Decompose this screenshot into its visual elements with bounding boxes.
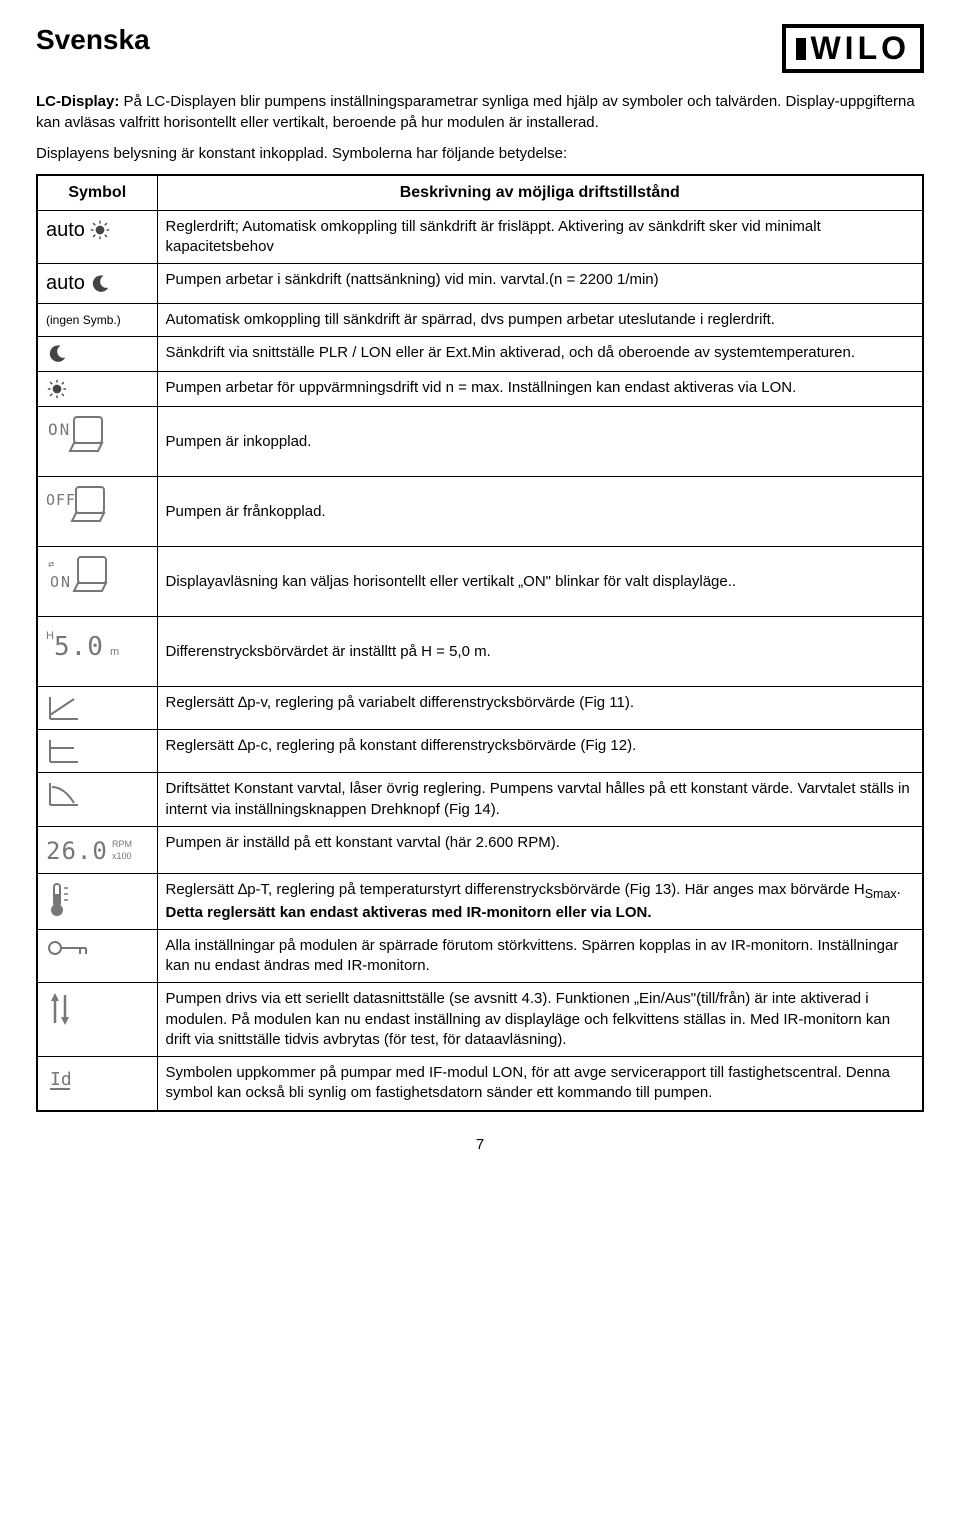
curve-dpv-icon [46,699,82,716]
symbol-cell: H5.0 m [37,617,157,687]
svg-text:RPM: RPM [112,839,132,849]
page-header: Svenska WILO [36,24,924,73]
logo-text: WILO [810,30,910,67]
symbol-table: Symbol Beskrivning av möjliga driftstill… [36,174,924,1112]
svg-text:⇄: ⇄ [48,559,54,570]
sun-icon [46,380,68,397]
description-cell: Pumpen är frånkopplad. [157,477,923,547]
description-cell: Driftsättet Konstant varvtal, låser övri… [157,773,923,827]
svg-text:Id: Id [50,1069,72,1090]
symbol-cell: ON [37,407,157,477]
table-row: OFF Pumpen är frånkopplad. [37,477,923,547]
curve-dpc-icon [46,742,82,759]
thermo-icon [46,891,74,908]
lcd-off-icon: OFF [46,496,108,513]
symbol-cell: OFF [37,477,157,547]
intro-text-1: På LC-Displayen blir pumpens inställning… [36,93,915,131]
symbol-cell: Id [37,1057,157,1111]
table-row: Reglersätt ∆p-v, reglering på variabelt … [37,687,923,730]
table-row: (ingen Symb.) Automatisk omkoppling till… [37,304,923,337]
description-cell: Sänkdrift via snittställe PLR / LON elle… [157,337,923,372]
lcd-rpm-icon: 26.0RPMx100 [46,841,136,858]
table-row: Alla inställningar på modulen är spärrad… [37,929,923,983]
symbol-text: auto [46,270,85,297]
symbol-cell [37,730,157,773]
table-row: Sänkdrift via snittställe PLR / LON elle… [37,337,923,372]
symbol-text: (ingen Symb.) [46,312,121,328]
lcd-rotate-icon: ⇄ON [46,569,110,586]
table-header-row: Symbol Beskrivning av möjliga driftstill… [37,175,923,210]
table-row: auto Reglerdrift; Automatisk omkoppling … [37,210,923,264]
symbol-text: auto [46,217,85,244]
svg-text:m: m [110,646,119,658]
description-cell: Pumpen arbetar i sänkdrift (nattsänkning… [157,264,923,304]
table-row: ⇄ ON Displayavläsning kan väljas horisonte… [37,547,923,617]
svg-text:x100: x100 [112,851,132,861]
symbol-cell [37,372,157,407]
symbol-cell: auto [37,264,157,304]
sun-icon [89,221,111,238]
svg-text:ON: ON [48,420,71,439]
description-cell: Reglersätt ∆p-v, reglering på variabelt … [157,687,923,730]
description-cell: Reglerdrift; Automatisk omkoppling till … [157,210,923,264]
symbol-cell [37,873,157,929]
symbol-cell: 26.0 RPM x100 [37,826,157,873]
description-cell: Symbolen uppkommer på pumpar med IF-modu… [157,1057,923,1111]
description-cell: Alla inställningar på modulen är spärrad… [157,929,923,983]
table-row: Pumpen drivs via ett seriellt datasnitts… [37,983,923,1057]
description-cell: Displayavläsning kan väljas horisontellt… [157,547,923,617]
table-row: 26.0 RPM x100 Pumpen är inställd på ett kon… [37,826,923,873]
table-row: Driftsättet Konstant varvtal, låser övri… [37,773,923,827]
brand-logo: WILO [782,24,924,73]
svg-text:5.0: 5.0 [54,632,104,662]
svg-text:26.0: 26.0 [46,837,108,865]
description-cell: Reglersätt ∆p-c, reglering på konstant d… [157,730,923,773]
intro-label: LC-Display: [36,93,119,110]
arrows-icon [46,1000,74,1017]
language-title: Svenska [36,24,150,56]
key-icon [46,939,90,956]
svg-text:H: H [46,630,54,642]
table-row: Id Symbolen uppkommer på pumpar med IF-mo… [37,1057,923,1111]
lcd-h50-icon: H5.0m [46,636,126,653]
symbol-cell [37,337,157,372]
description-cell: Reglersätt ∆p-T, reglering på temperatur… [157,873,923,929]
table-row: Pumpen arbetar för uppvärmningsdrift vid… [37,372,923,407]
svg-text:ON: ON [50,573,72,591]
description-cell: Differenstrycksbörvärdet är inställtt på… [157,617,923,687]
table-row: Reglersätt ∆p-c, reglering på konstant d… [37,730,923,773]
table-row: ON Pumpen är inkopplad. [37,407,923,477]
moon-icon [46,345,68,362]
symbol-cell [37,983,157,1057]
description-cell: Pumpen är inställd på ett konstant varvt… [157,826,923,873]
description-cell: Pumpen arbetar för uppvärmningsdrift vid… [157,372,923,407]
page-number: 7 [36,1136,924,1153]
symbol-cell: (ingen Symb.) [37,304,157,337]
moon-icon [89,275,111,292]
symbol-cell [37,687,157,730]
intro-paragraph-1: LC-Display: På LC-Displayen blir pumpens… [36,91,924,133]
col-header-desc: Beskrivning av möjliga driftstillstånd [157,175,923,210]
id-icon: Id [46,1070,78,1087]
table-row: H5.0 m Differenstrycksbörvärdet är inställ… [37,617,923,687]
description-cell: Pumpen är inkopplad. [157,407,923,477]
table-row: auto Pumpen arbetar i sänkdrift (nattsän… [37,264,923,304]
table-row: Reglersätt ∆p-T, reglering på temperatur… [37,873,923,929]
col-header-symbol: Symbol [37,175,157,210]
curve-const-icon [46,785,82,802]
symbol-cell: ⇄ ON [37,547,157,617]
symbol-cell: auto [37,210,157,264]
symbol-cell [37,773,157,827]
intro-paragraph-2: Displayens belysning är konstant inkoppl… [36,143,924,164]
svg-text:OFF: OFF [46,491,76,509]
description-cell: Automatisk omkoppling till sänkdrift är … [157,304,923,337]
lcd-on-icon: ON [46,426,106,443]
logo-bar-icon [796,38,806,60]
symbol-cell [37,929,157,983]
description-cell: Pumpen drivs via ett seriellt datasnitts… [157,983,923,1057]
